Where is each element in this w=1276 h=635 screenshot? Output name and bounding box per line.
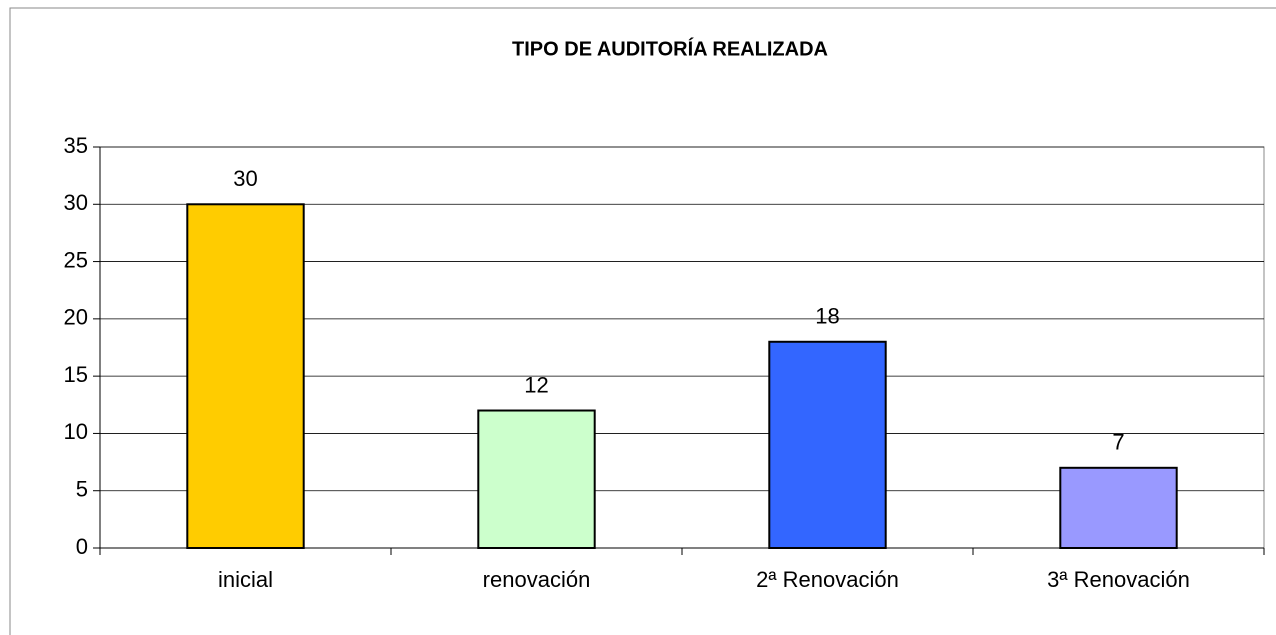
y-tick-label: 5 — [76, 477, 88, 502]
x-tick-label: 2ª Renovación — [756, 567, 899, 592]
y-tick-label: 10 — [64, 419, 88, 444]
data-label: 18 — [815, 304, 839, 329]
bar — [768, 340, 887, 549]
x-tick-label: renovación — [483, 567, 591, 592]
data-label: 7 — [1112, 430, 1124, 455]
chart-border — [9, 7, 1276, 635]
x-tick-label: 3ª Renovación — [1047, 567, 1190, 592]
bar — [186, 203, 305, 550]
y-tick-label: 30 — [64, 190, 88, 215]
x-tick-label: inicial — [218, 567, 273, 592]
y-tick-label: 20 — [64, 305, 88, 330]
bar — [1059, 466, 1178, 549]
chart-title: TIPO DE AUDITORÍA REALIZADA — [512, 37, 828, 60]
y-tick-label: 15 — [64, 362, 88, 387]
y-tick-label: 35 — [64, 133, 88, 158]
y-tick-label: 0 — [76, 534, 88, 559]
data-label: 12 — [524, 372, 548, 397]
data-label: 30 — [233, 166, 257, 191]
bar — [477, 409, 596, 549]
y-tick-label: 25 — [64, 247, 88, 272]
